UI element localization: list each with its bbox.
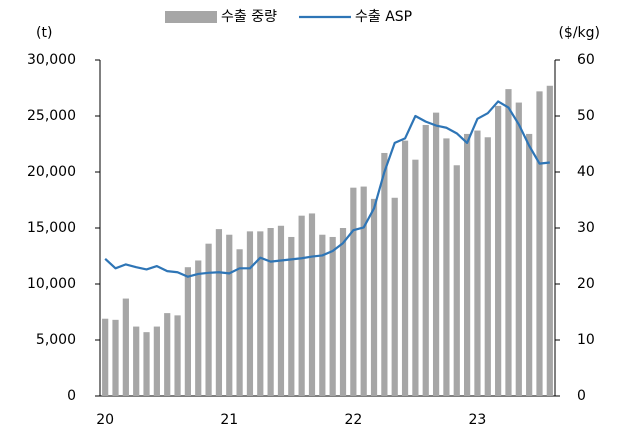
bar: [546, 85, 553, 396]
bar: [288, 236, 295, 396]
bar: [495, 105, 502, 397]
legend-swatch: [165, 11, 217, 23]
bar: [432, 112, 440, 396]
bar: [174, 315, 181, 396]
bar: [360, 186, 367, 396]
y-tick-label: 10,000: [27, 276, 76, 292]
bar: [422, 124, 429, 397]
bar: [133, 326, 140, 396]
y2-tick-label: 40: [577, 164, 595, 180]
bar: [195, 260, 202, 396]
bar: [215, 229, 223, 396]
legend-label: 수출 ASP: [355, 9, 412, 25]
bar: [329, 236, 336, 396]
bar: [112, 319, 119, 396]
bar: [257, 231, 264, 396]
bar: [308, 213, 316, 396]
bar: [443, 138, 450, 396]
bar: [370, 198, 378, 396]
bar: [350, 187, 357, 396]
x-tick-label: 22: [344, 412, 362, 428]
y-tick-label: 5,000: [36, 332, 76, 348]
line: [104, 100, 550, 278]
bar: [236, 249, 243, 396]
bar: [184, 267, 191, 396]
bar: [153, 326, 160, 396]
bar: [536, 91, 543, 397]
bar: [319, 234, 326, 396]
bar: [143, 332, 150, 396]
x-tick-label: 23: [469, 412, 487, 428]
bar: [298, 215, 305, 396]
bar: [122, 298, 129, 396]
bar: [205, 243, 212, 396]
y-axis-label: (t): [36, 25, 52, 41]
bar: [339, 228, 347, 396]
y2-axis-label: ($/kg): [558, 25, 600, 41]
y-tick-label: 15,000: [27, 220, 76, 236]
y-tick-label: 0: [67, 388, 76, 404]
bar: [102, 318, 109, 396]
y2-tick-label: 0: [577, 388, 586, 404]
bar: [484, 137, 491, 396]
y-tick-label: 20,000: [27, 164, 76, 180]
bar: [246, 231, 254, 396]
y2-tick-label: 30: [577, 220, 595, 236]
x-tick-label: 20: [96, 412, 114, 428]
y-tick-label: 30,000: [27, 52, 76, 68]
bar: [381, 152, 388, 396]
bar: [267, 228, 274, 396]
bar: [391, 197, 398, 396]
y2-tick-label: 20: [577, 276, 595, 292]
bar: [164, 313, 171, 396]
bar: [412, 159, 419, 396]
y2-tick-label: 50: [577, 108, 595, 124]
bar: [515, 102, 522, 396]
bar: [464, 133, 471, 397]
y2-tick-label: 10: [577, 332, 595, 348]
x-tick-label: 21: [220, 412, 238, 428]
bar: [505, 89, 512, 397]
bar: [453, 165, 460, 396]
bar: [277, 225, 285, 396]
y-tick-label: 25,000: [27, 108, 76, 124]
legend-label: 수출 중량: [221, 9, 277, 25]
bar: [526, 133, 533, 397]
y2-tick-label: 60: [577, 52, 595, 68]
bar: [474, 130, 481, 396]
bar: [226, 234, 233, 396]
bar: [401, 140, 409, 396]
